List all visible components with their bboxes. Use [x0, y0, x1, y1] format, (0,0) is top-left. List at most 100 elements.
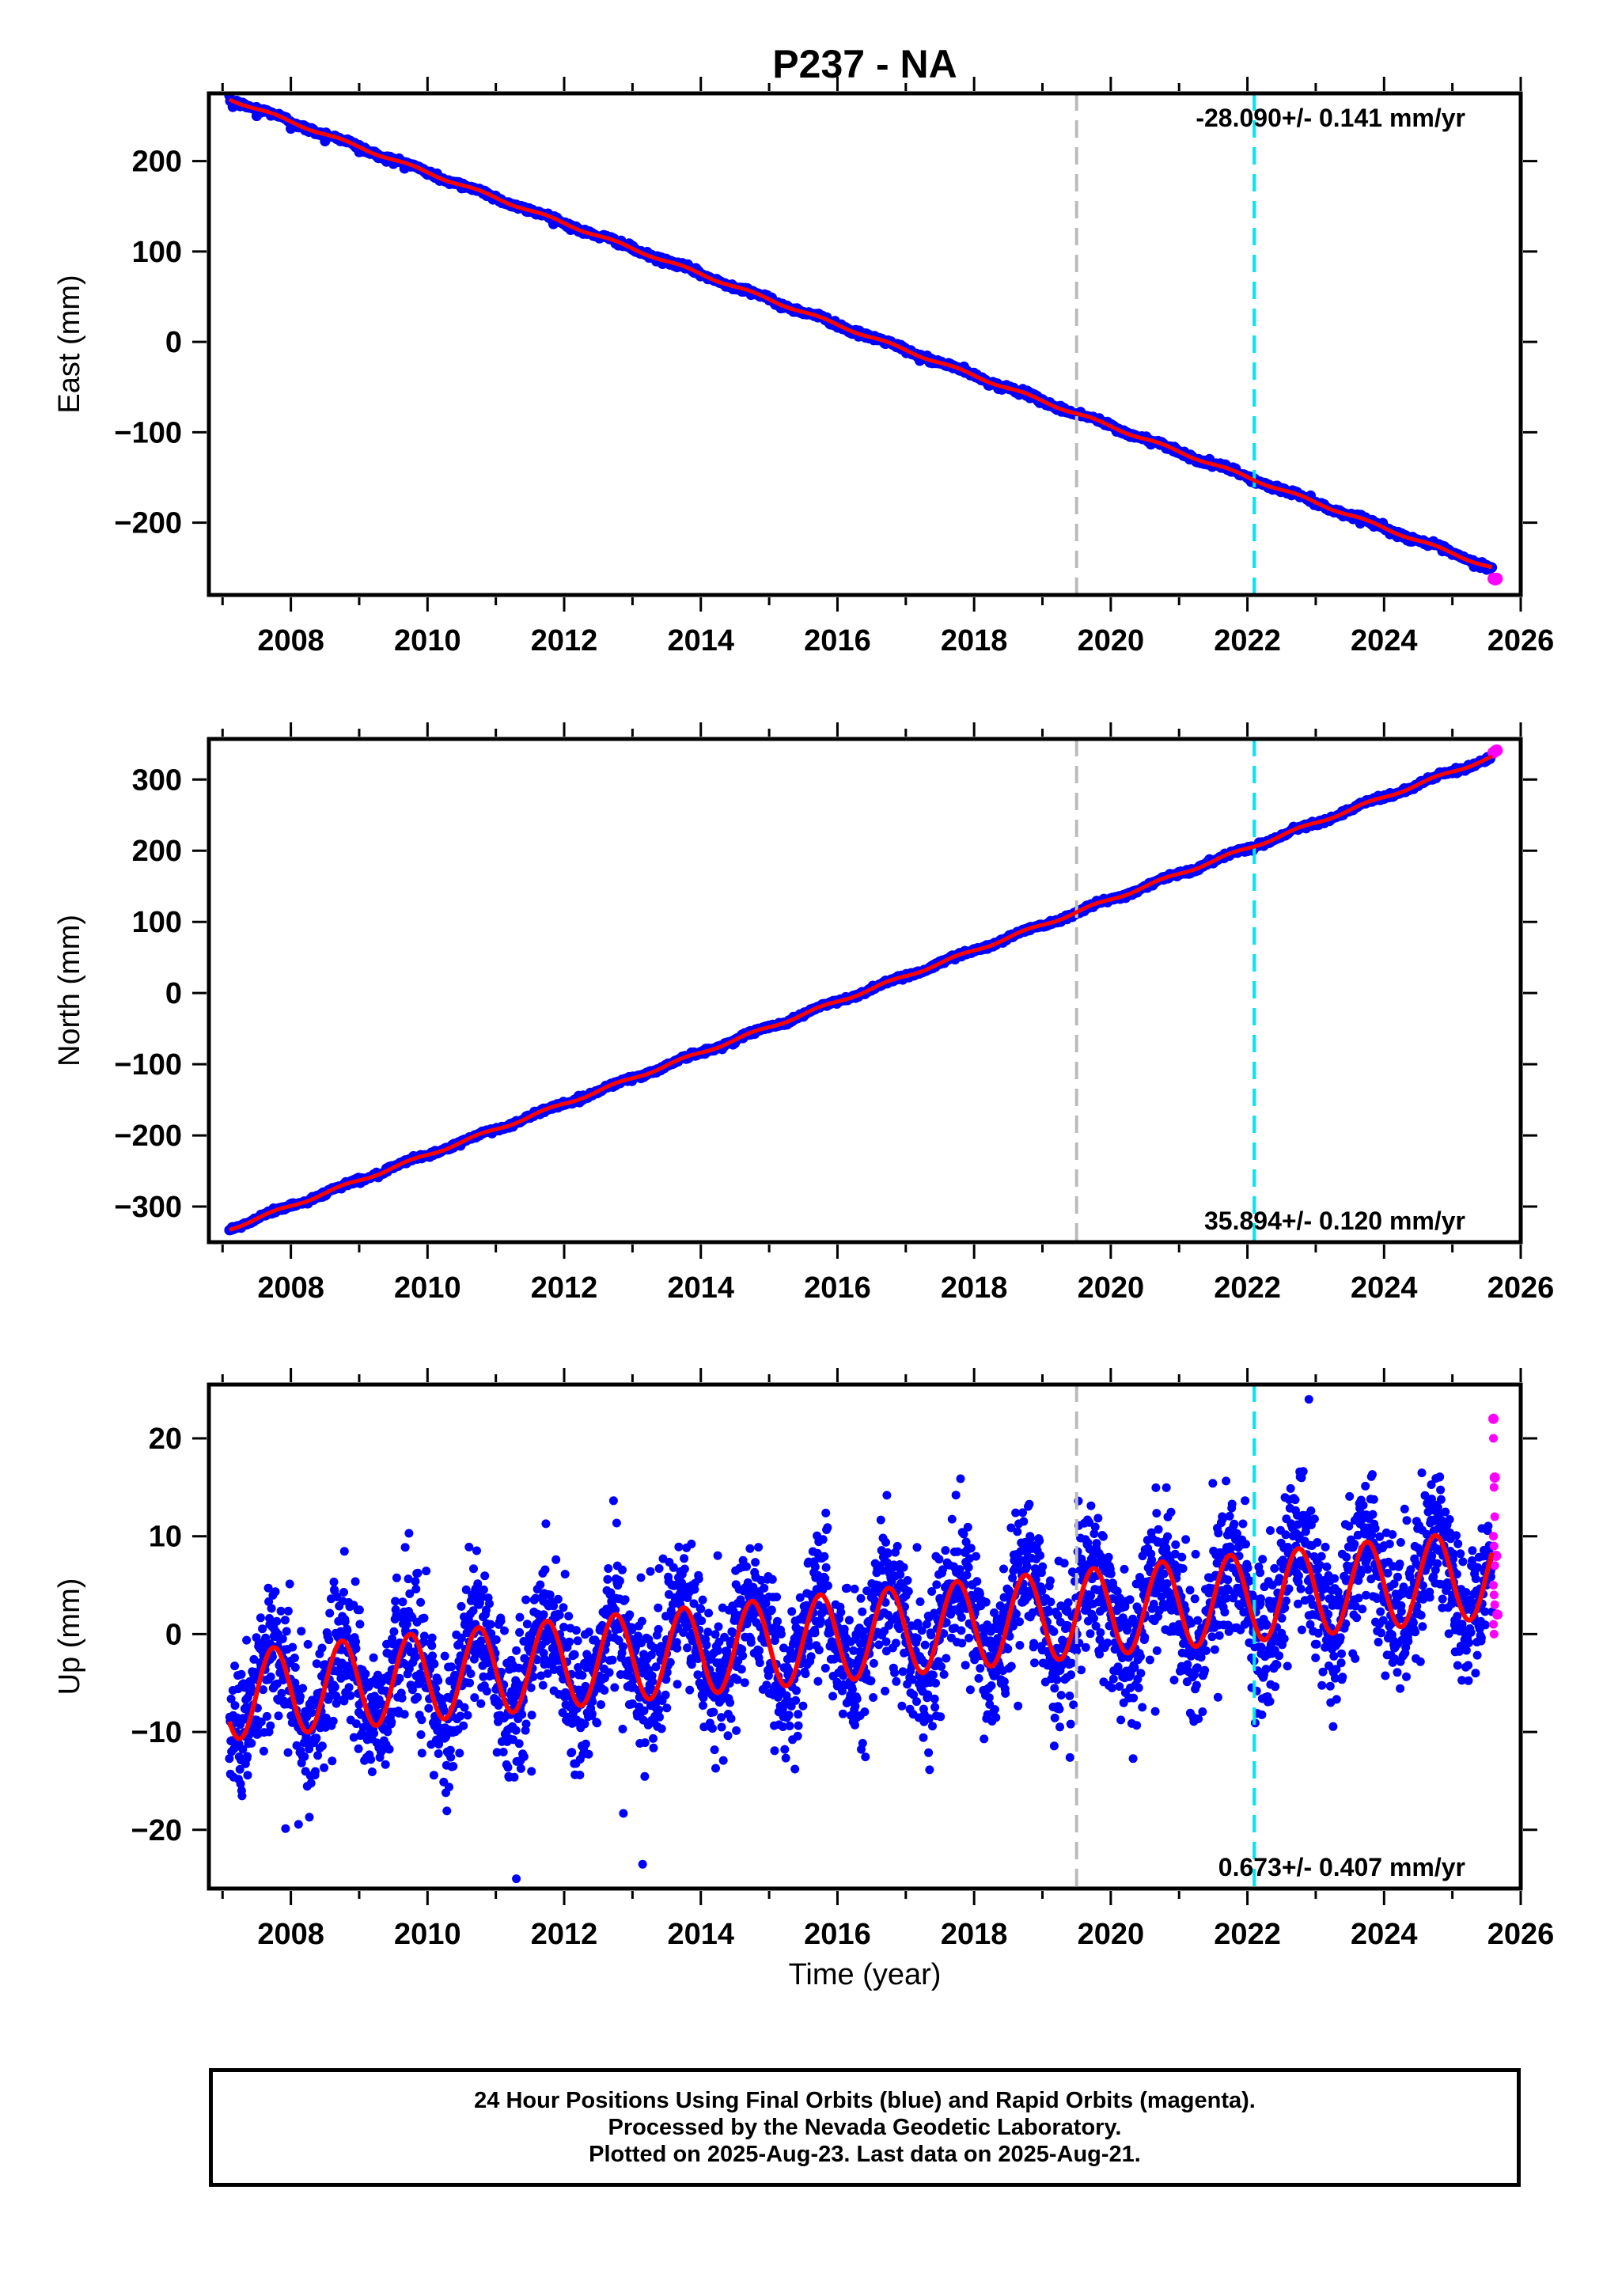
- data-point: [640, 1738, 650, 1748]
- data-point: [717, 1722, 726, 1732]
- data-point: [823, 1523, 832, 1533]
- data-point: [266, 1672, 275, 1681]
- data-point: [737, 1665, 746, 1674]
- data-point: [282, 1627, 291, 1636]
- data-point: [500, 1626, 509, 1635]
- data-point: [419, 1631, 429, 1641]
- x-tick-label: 2018: [941, 624, 1008, 657]
- data-point: [346, 1691, 355, 1700]
- data-point: [708, 1724, 717, 1733]
- north-rate-label: 35.894+/- 0.120 mm/yr: [1204, 1207, 1465, 1235]
- data-point: [640, 1771, 650, 1781]
- data-point: [427, 1633, 437, 1642]
- data-point: [259, 1685, 267, 1695]
- up-panel: 2008 2010 2012 2014 2016 2018 2020 2022 2024 2026…: [53, 1368, 1554, 1951]
- data-point: [597, 1700, 605, 1709]
- data-point: [405, 1589, 415, 1598]
- data-point: [473, 1579, 483, 1589]
- data-point: [649, 1743, 658, 1752]
- x-tick-label: 2016: [804, 1271, 871, 1305]
- data-point: [298, 1684, 308, 1693]
- data-point: [618, 1565, 627, 1574]
- chart-title: P237 - NA: [772, 42, 957, 86]
- east-panel: 2008 2010 2012 2014 2016 2018 2020 2022 2024 2026…: [53, 77, 1554, 657]
- data-point: [578, 1671, 587, 1680]
- data-point: [619, 1809, 628, 1818]
- data-point: [892, 1677, 901, 1686]
- data-point: [742, 1562, 751, 1571]
- east-plot-area: [224, 93, 1503, 595]
- data-point: [258, 1624, 267, 1634]
- data-point: [540, 1565, 550, 1574]
- data-point: [432, 1717, 441, 1726]
- x-tick-label: 2010: [394, 624, 461, 657]
- data-point: [285, 1579, 294, 1589]
- data-point: [445, 1783, 453, 1792]
- data-point: [899, 1563, 908, 1572]
- data-point: [847, 1684, 857, 1694]
- data-point: [723, 1731, 733, 1741]
- data-point: [515, 1627, 525, 1637]
- data-point: [714, 1622, 723, 1631]
- x-tick-label: 2022: [1214, 1271, 1281, 1305]
- data-point: [521, 1719, 531, 1729]
- data-point: [351, 1719, 361, 1729]
- data-point: [587, 1709, 597, 1718]
- data-point: [883, 1548, 892, 1558]
- x-tick-label: 2012: [531, 1271, 598, 1305]
- data-point: [230, 1661, 240, 1671]
- data-point: [400, 1710, 409, 1719]
- data-point: [281, 1824, 290, 1833]
- data-point: [317, 1741, 327, 1751]
- data-point: [618, 1642, 627, 1651]
- data-point: [560, 1570, 570, 1579]
- data-point: [772, 1593, 782, 1601]
- data-point: [818, 1535, 828, 1544]
- data-point: [740, 1678, 749, 1688]
- data-point: [243, 1771, 252, 1780]
- data-point: [673, 1643, 682, 1653]
- data-point: [517, 1710, 527, 1719]
- data-point: [713, 1551, 722, 1560]
- data-point: [767, 1605, 776, 1615]
- data-point: [785, 1722, 794, 1730]
- data-point: [570, 1650, 579, 1659]
- data-point: [288, 1642, 297, 1652]
- data-point: [459, 1721, 468, 1730]
- data-point: [332, 1699, 341, 1708]
- y-tick-label: −300: [114, 1191, 182, 1224]
- data-point: [328, 1756, 337, 1766]
- data-point: [575, 1771, 585, 1779]
- data-point: [521, 1595, 531, 1605]
- data-point: [620, 1595, 630, 1605]
- data-point: [259, 1746, 268, 1756]
- data-point: [612, 1518, 621, 1528]
- x-tick-label: 2010: [394, 1271, 461, 1305]
- data-point: [710, 1745, 719, 1755]
- data-point: [551, 1555, 561, 1564]
- data-point: [567, 1748, 577, 1757]
- data-point: [674, 1542, 684, 1552]
- data-point: [498, 1748, 508, 1756]
- data-point: [892, 1541, 902, 1551]
- data-point: [392, 1573, 401, 1582]
- data-point: [655, 1712, 664, 1722]
- x-tick-label: 2024: [1351, 1271, 1418, 1305]
- data-point: [226, 1694, 236, 1703]
- data-point: [262, 1711, 271, 1721]
- data-point: [573, 1636, 582, 1646]
- data-point: [755, 1658, 764, 1668]
- data-point: [419, 1613, 429, 1623]
- data-point: [305, 1745, 314, 1754]
- data-point: [584, 1627, 593, 1637]
- data-point: [745, 1544, 755, 1553]
- data-point: [330, 1682, 339, 1692]
- data-point: [369, 1729, 379, 1738]
- east-x-axis: 2008 2010 2012 2014 2016 2018 2020 2022 2024 2026: [221, 77, 1554, 657]
- data-point: [512, 1646, 521, 1655]
- data-point: [604, 1564, 613, 1573]
- data-point: [828, 1692, 838, 1701]
- east-rate-label: -28.090+/- 0.141 mm/yr: [1196, 104, 1465, 132]
- data-point: [349, 1733, 358, 1742]
